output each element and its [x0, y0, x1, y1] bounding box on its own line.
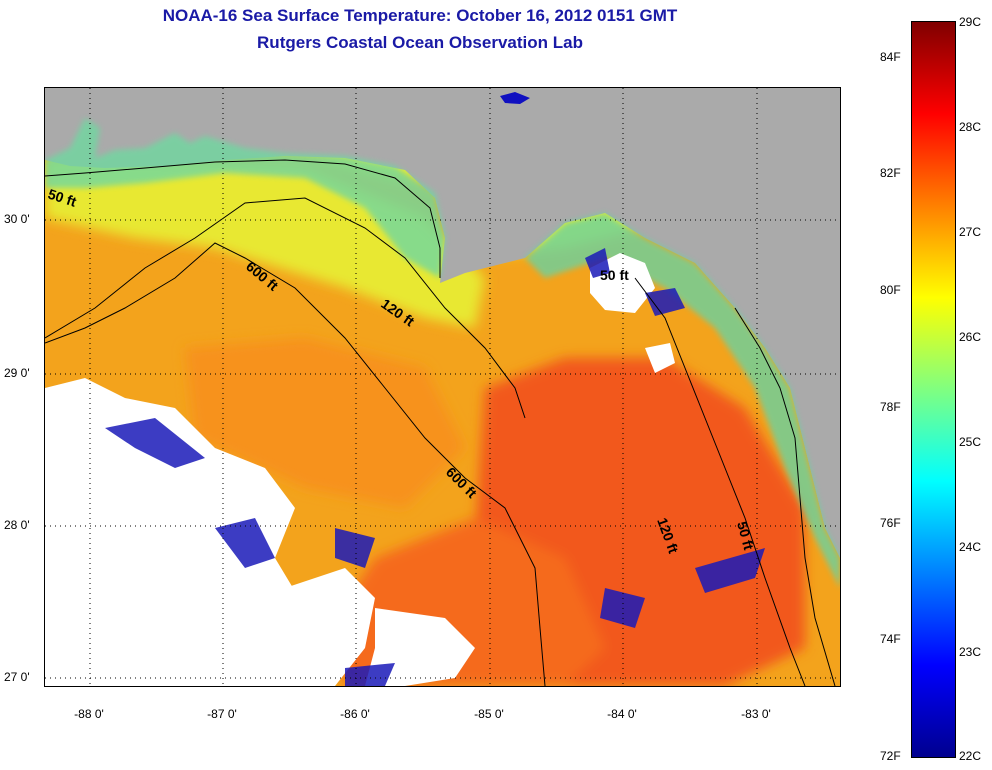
cloud-edge-blue-1 [105, 418, 205, 468]
colorbar-label-23c: 23C [959, 645, 982, 659]
contours [45, 159, 836, 686]
cloud-edge-blue-6 [345, 663, 395, 686]
cloud-small-east [645, 343, 675, 373]
colorbar-label-80f: 80F [880, 283, 901, 297]
temperature-colorbar [911, 21, 956, 758]
lat-label-28: 28 0' [4, 518, 30, 532]
colorbar-label-27c: 27C [959, 225, 982, 239]
lat-label-30: 30 0' [4, 212, 30, 226]
colorbar-label-29c: 29C [959, 15, 982, 29]
lon-label-84: -84 0' [607, 707, 637, 721]
colorbar-label-72f: 72F [880, 749, 901, 763]
contour-50ft-east [734, 307, 836, 686]
lake-inland [500, 92, 530, 104]
cloud-cover [45, 248, 765, 686]
colorbar-label-22c: 22C [959, 749, 982, 763]
colorbar-label-28c: 28C [959, 120, 982, 134]
lon-label-86: -86 0' [340, 707, 370, 721]
sst-map[interactable]: 50 ft 600 ft 120 ft 600 ft 120 ft 50 ft … [44, 87, 841, 687]
cloud-edge-blue-7 [585, 248, 610, 278]
map-subtitle: Rutgers Coastal Ocean Observation Lab [257, 33, 583, 52]
contour-120ft-east [634, 277, 806, 686]
cloud-edge-blue-8 [645, 288, 685, 316]
cloud-edge-blue-5 [695, 548, 765, 593]
lon-label-88: -88 0' [74, 707, 104, 721]
colorbar-label-24c: 24C [959, 540, 982, 554]
colorbar-label-25c: 25C [959, 435, 982, 449]
land [45, 88, 840, 588]
cloud-southwest [45, 378, 305, 686]
map-title: NOAA-16 Sea Surface Temperature: October… [162, 6, 678, 25]
contour-label-50ft-bigbend: 50 ft [600, 267, 629, 283]
central-orange-area [185, 338, 465, 508]
colorbar-label-78f: 78F [880, 400, 901, 414]
lat-label-29: 29 0' [4, 366, 30, 380]
coastal-fringe-west [45, 118, 445, 278]
colorbar-label-82f: 82F [880, 166, 901, 180]
lat-label-27: 27 0' [4, 670, 30, 684]
colorbar-label-84f: 84F [880, 50, 901, 64]
lon-label-87: -87 0' [207, 707, 237, 721]
colorbar-label-74f: 74F [880, 632, 901, 646]
cloud-edge-blue-3 [335, 528, 375, 568]
contour-label-50ft-east: 50 ft [734, 520, 757, 552]
sst-map-canvas: 50 ft 600 ft 120 ft 600 ft 120 ft 50 ft … [45, 88, 840, 686]
contour-120ft-west [45, 197, 526, 419]
cloud-edge-blue-2 [215, 518, 275, 568]
lon-label-85: -85 0' [474, 707, 504, 721]
lon-label-83: -83 0' [741, 707, 771, 721]
coastal-fringe-east [525, 213, 840, 588]
colorbar-label-76f: 76F [880, 516, 901, 530]
contour-50ft-west [45, 159, 441, 278]
contour-600ft [45, 242, 546, 686]
cloud-south-central [285, 568, 375, 686]
land-mass [45, 88, 840, 558]
colorbar-label-26c: 26C [959, 330, 982, 344]
